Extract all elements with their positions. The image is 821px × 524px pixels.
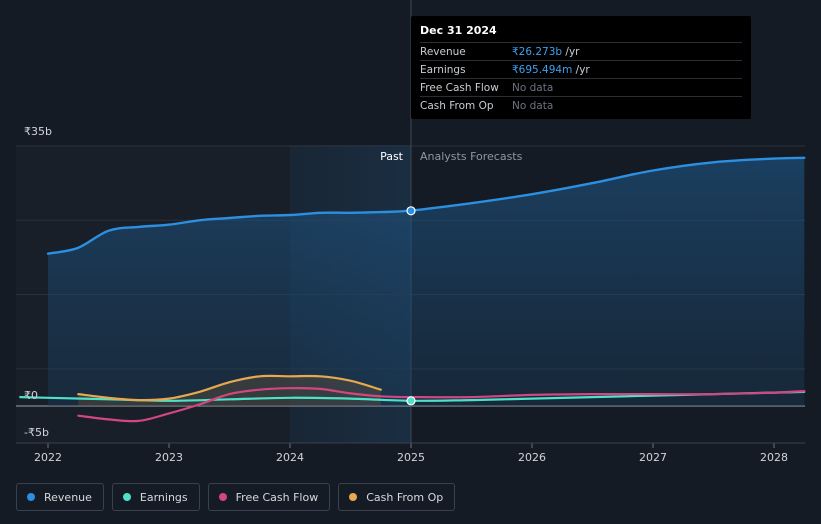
legend-dot-icon bbox=[349, 493, 358, 501]
tooltip-value: ₹695.494m /yr bbox=[512, 63, 590, 76]
tooltip-row-free-cash-flow: Free Cash Flow No data bbox=[420, 78, 742, 96]
legend-label: Cash From Op bbox=[366, 490, 444, 504]
revenue-marker bbox=[406, 206, 416, 216]
cash-from-op-line bbox=[77, 374, 382, 402]
legend-label: Earnings bbox=[139, 490, 188, 504]
y-tick-label: -₹5b bbox=[24, 426, 49, 439]
tooltip-label: Free Cash Flow bbox=[420, 81, 499, 94]
tooltip-label: Earnings bbox=[420, 63, 466, 76]
tooltip-row-earnings: Earnings ₹695.494m /yr bbox=[420, 60, 742, 78]
x-tick-label: 2023 bbox=[155, 451, 183, 464]
tooltip-date: Dec 31 2024 bbox=[420, 24, 497, 37]
past-label: Past bbox=[380, 150, 404, 163]
legend-label: Revenue bbox=[44, 490, 92, 504]
legend-item-revenue[interactable]: Revenue bbox=[16, 483, 104, 511]
x-tick-label: 2027 bbox=[639, 451, 667, 464]
x-tick-label: 2024 bbox=[276, 451, 304, 464]
earnings-marker bbox=[406, 396, 416, 406]
legend-label: Free Cash Flow bbox=[235, 490, 319, 504]
tooltip-label: Revenue bbox=[420, 45, 466, 58]
y-tick-label: ₹0 bbox=[24, 389, 38, 402]
legend-item-cash-from-op[interactable]: Cash From Op bbox=[338, 483, 456, 511]
legend-dot-icon bbox=[218, 493, 227, 501]
legend: Revenue Earnings Free Cash Flow Cash Fro… bbox=[16, 483, 456, 511]
x-tick-label: 2026 bbox=[518, 451, 546, 464]
legend-dot-icon bbox=[122, 493, 131, 501]
forecast-label: Analysts Forecasts bbox=[420, 150, 523, 163]
legend-item-earnings[interactable]: Earnings bbox=[111, 483, 200, 511]
x-tick-label: 2022 bbox=[34, 451, 62, 464]
tooltip-value: No data bbox=[512, 99, 554, 112]
tooltip-row-cash-from-op: Cash From Op No data bbox=[420, 96, 742, 114]
tooltip-value: ₹26.273b /yr bbox=[512, 45, 580, 58]
y-tick-label: ₹35b bbox=[24, 125, 52, 138]
x-tick-label: 2028 bbox=[760, 451, 788, 464]
legend-item-free-cash-flow[interactable]: Free Cash Flow bbox=[207, 483, 331, 511]
revenue-area bbox=[48, 157, 805, 406]
tooltip-value: No data bbox=[512, 81, 554, 94]
legend-dot-icon bbox=[27, 493, 35, 501]
tooltip-label: Cash From Op bbox=[420, 99, 494, 112]
x-tick-label: 2025 bbox=[397, 451, 425, 464]
revenue-line bbox=[46, 156, 806, 255]
free-cash-flow-line bbox=[77, 386, 806, 423]
tooltip: Dec 31 2024 Revenue ₹26.273b /yr Earning… bbox=[411, 16, 751, 119]
tooltip-row-revenue: Revenue ₹26.273b /yr bbox=[420, 42, 742, 60]
